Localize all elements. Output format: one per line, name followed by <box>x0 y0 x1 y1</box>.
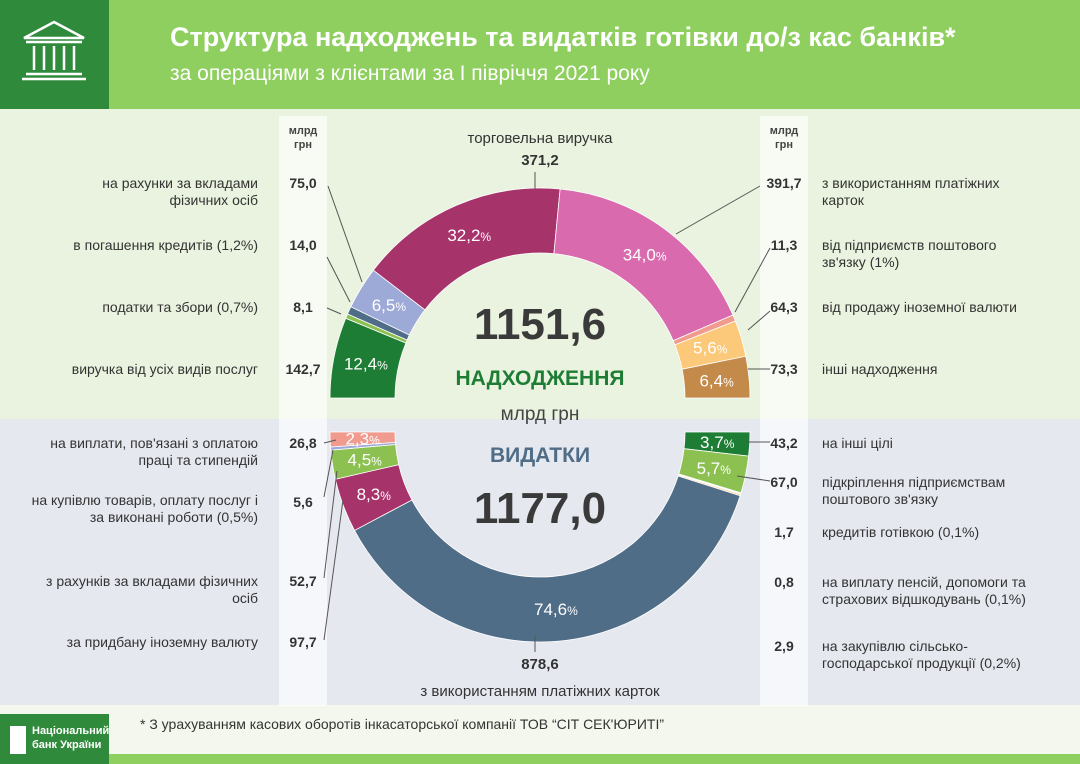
expense-right-value: 2,9 <box>774 638 794 654</box>
income-left-label: виручка від усіх видів послуг <box>71 361 258 377</box>
income-right-value: 11,3 <box>770 237 798 253</box>
income-slice-label: 32,2% <box>447 226 491 245</box>
income-left-value: 142,7 <box>285 361 321 377</box>
total-unit: млрд грн <box>500 404 580 425</box>
income-left-label: в погашення кредитів (1,2%) <box>73 237 258 253</box>
leader-lines <box>323 172 771 652</box>
expense-left-value: 26,8 <box>289 435 317 451</box>
top-slice-value: 371,2 <box>521 152 559 169</box>
bank-building-icon <box>22 20 86 81</box>
bottom-slice-value: 878,6 <box>521 656 559 673</box>
expense-left-value: 52,7 <box>289 573 317 589</box>
income-left-value: 8,1 <box>293 299 313 315</box>
slice-labels: 12,4% 6,5% 32,2% 34,0% 5,6% 6,4% 3,7% 5,7% 74,6%… <box>344 226 735 619</box>
page-title: Структура надходжень та видатків готівки… <box>170 22 956 52</box>
nbu-name: Національний банк України <box>32 724 109 752</box>
expense-slice-label: 3,7% <box>700 433 735 452</box>
expense-slice-label: 8,3% <box>357 485 392 504</box>
income-slice <box>681 355 751 399</box>
top-slice-label: торговельна виручка <box>467 130 613 147</box>
expense-right-value: 1,7 <box>774 524 794 540</box>
page-subtitle: за операціями з клієнтами за І півріччя … <box>170 62 650 85</box>
income-slice-label: 34,0% <box>623 246 667 265</box>
nbu-name-line2: банк України <box>32 739 102 751</box>
right-value-column <box>760 116 808 706</box>
expense-left-label: на купівлю товарів, оплату послуг і за в… <box>31 492 258 525</box>
income-slice-label: 5,6% <box>693 339 728 358</box>
expense-right-value: 43,2 <box>770 435 798 451</box>
right-unit-label: млрд грн <box>769 125 799 151</box>
income-right-value: 73,3 <box>770 361 798 377</box>
income-right-label: від підприємств поштового зв'язку (1%) <box>822 237 997 270</box>
income-right-value: 391,7 <box>766 175 802 191</box>
income-right-label: від продажу іноземної валюти <box>822 299 1017 315</box>
expense-left-label: за придбану іноземну валюту <box>66 634 258 650</box>
income-slice-label: 6,4% <box>699 371 734 390</box>
expense-total: 1177,0 <box>473 484 607 533</box>
expense-right-value: 0,8 <box>774 574 794 590</box>
left-value-column <box>279 116 327 706</box>
expense-slice-label: 5,7% <box>697 459 732 478</box>
income-left-value: 75,0 <box>289 175 317 191</box>
income-right-value: 64,3 <box>770 299 798 315</box>
income-donut <box>329 187 751 399</box>
expense-slice <box>353 475 741 643</box>
expense-right-label: на виплату пенсій, допомоги та страхових… <box>822 574 1026 607</box>
income-right-label: інші надходження <box>822 361 938 377</box>
expense-left-value: 5,6 <box>293 494 313 510</box>
income-right-label: з використанням платіжних карток <box>822 175 1000 208</box>
expense-left-label: на виплати, пов'язані з оплатою праці та… <box>50 435 258 468</box>
expense-slice-label: 2,3% <box>345 429 380 448</box>
income-left-value: 14,0 <box>289 237 317 253</box>
expense-donut <box>329 431 751 643</box>
income-left-label: на рахунки за вкладами фізичних осіб <box>102 175 258 208</box>
income-total: 1151,6 <box>473 300 607 349</box>
expense-band <box>0 419 1080 705</box>
expense-slice-label: 74,6% <box>534 600 578 619</box>
expense-right-label: підкріплення підприємствам поштового зв'… <box>822 474 1006 507</box>
bottom-slice-label: з використанням платіжних карток <box>420 683 660 700</box>
income-heading: НАДХОДЖЕННЯ <box>455 367 625 390</box>
bank-logo <box>0 0 109 109</box>
expense-slice-label: 4,5% <box>348 451 383 470</box>
nbu-logo <box>0 714 109 764</box>
expense-right-label: на інші цілі <box>822 435 893 451</box>
nbu-name-line1: Національний <box>32 725 110 737</box>
income-band <box>0 109 1080 419</box>
expense-right-label: на закупівлю сільсько-господарської прод… <box>822 638 1021 671</box>
income-slice <box>372 187 561 311</box>
income-slice-label: 12,4% <box>344 355 388 374</box>
footnote: * З урахуванням касових оборотів інкасат… <box>140 716 664 732</box>
expense-slice <box>329 431 396 448</box>
expense-right-value: 67,0 <box>770 474 798 490</box>
expense-left-value: 97,7 <box>289 634 317 650</box>
nbu-emblem-icon <box>10 726 26 754</box>
income-slice-label: 6,5% <box>372 296 407 315</box>
expense-left-label: з рахунків за вкладами фізичних осіб <box>46 573 258 606</box>
expense-right-label: кредитів готівкою (0,1%) <box>822 524 980 540</box>
footer-strip <box>0 754 1080 764</box>
expense-heading: ВИДАТКИ <box>489 444 591 467</box>
income-left-label: податки та збори (0,7%) <box>102 299 258 315</box>
left-unit-label: млрд грн <box>288 125 318 151</box>
header <box>0 0 1080 109</box>
